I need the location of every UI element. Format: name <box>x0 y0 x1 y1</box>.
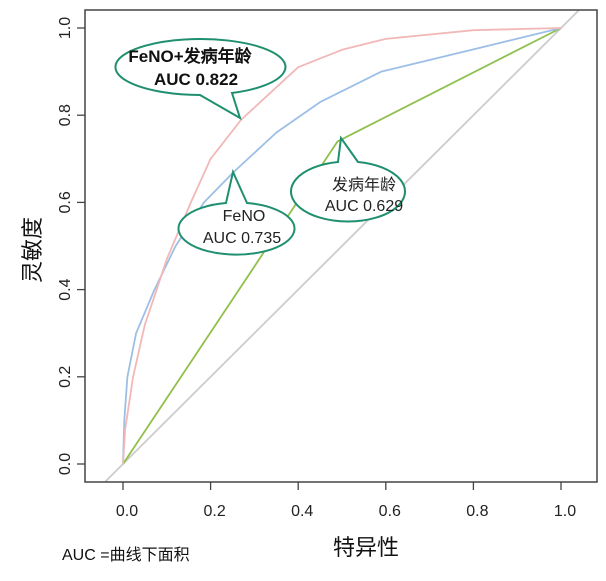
callout-age-name: 发病年龄 <box>332 176 396 194</box>
series-line-2 <box>122 27 562 465</box>
y-tick-label: 0.8 <box>57 104 74 126</box>
x-axis-label: 特异性 <box>333 535 399 560</box>
plot-frame <box>84 9 598 483</box>
series-line-reference <box>104 10 580 482</box>
curves <box>104 10 580 482</box>
y-tick-label: 0.6 <box>57 191 74 213</box>
y-axis-label: 灵敏度 <box>20 217 45 283</box>
x-tick-label: 0.4 <box>291 503 313 520</box>
callouts: FeNO+发病年龄 AUC 0.822 FeNO AUC 0.735 发病年龄 … <box>114 38 406 256</box>
callout-age-bubble <box>290 135 406 223</box>
x-tick-label: 0.6 <box>379 503 401 520</box>
callout-age-auc: AUC 0.629 <box>325 198 403 215</box>
callout-combined-name: FeNO+发病年龄 <box>128 46 252 66</box>
x-tick-label: 0.2 <box>203 503 225 520</box>
callout-feno-name: FeNO <box>223 208 266 225</box>
series-line-0 <box>122 27 562 465</box>
y-tick-label: 0.2 <box>57 366 74 388</box>
series-line-1 <box>122 27 562 465</box>
y-tick-label: 0.0 <box>57 453 74 475</box>
x-axis: 0.0 0.2 0.4 0.6 0.8 1.0 <box>116 482 576 520</box>
x-tick-label: 0.0 <box>116 503 138 520</box>
x-tick-label: 1.0 <box>554 503 576 520</box>
callout-feno-bubble <box>177 168 296 256</box>
x-tick-label: 0.8 <box>466 503 488 520</box>
callout-combined-auc: AUC 0.822 <box>154 70 238 89</box>
footnote: AUC =曲线下面积 <box>62 546 190 564</box>
callout-feno-auc: AUC 0.735 <box>203 230 281 247</box>
y-axis: 0.0 0.2 0.4 0.6 0.8 1.0 <box>57 17 85 475</box>
y-tick-label: 1.0 <box>57 17 74 39</box>
callout-combined-bubble <box>114 38 287 121</box>
y-tick-label: 0.4 <box>57 278 74 300</box>
